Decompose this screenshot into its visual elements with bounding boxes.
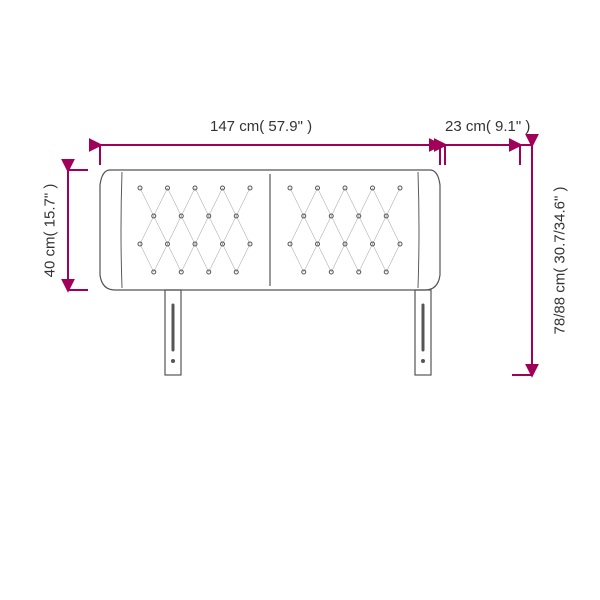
diagram-canvas	[0, 0, 600, 600]
label-total-height: 78/88 cm( 30.7/34.6" )	[552, 161, 569, 361]
label-cushion-height: 40 cm( 15.7" )	[42, 171, 59, 291]
label-depth: 23 cm( 9.1" )	[445, 118, 530, 135]
label-width: 147 cm( 57.9" )	[210, 118, 312, 135]
